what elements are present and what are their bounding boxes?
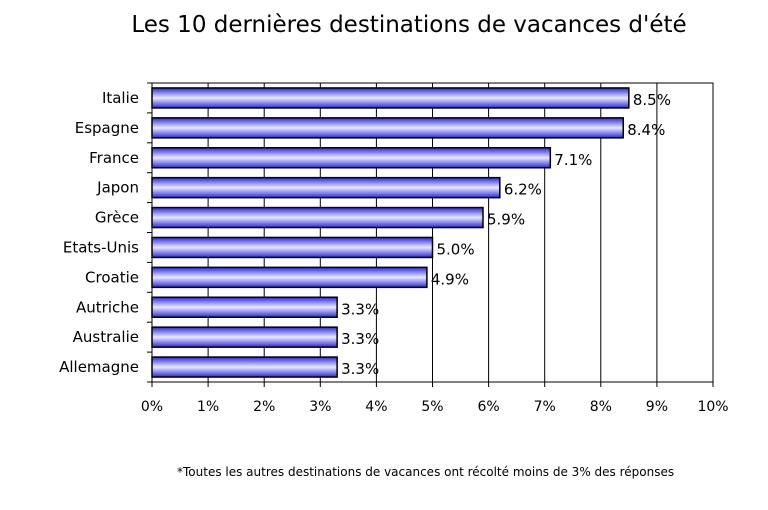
data-label: 6.2% [504,181,542,199]
category-label: Australie [73,328,139,346]
data-label: 8.5% [633,91,671,109]
data-label: 3.3% [341,300,379,318]
bar [151,326,338,348]
bar [151,356,338,378]
category-label: Autriche [76,298,139,316]
bar [151,236,434,259]
data-label: 5.0% [437,240,475,258]
x-tick-label: 4% [365,399,387,415]
x-tick-label: 9% [646,399,668,415]
data-label: 7.1% [554,151,592,169]
category-label: France [89,149,139,167]
category-label: Etats-Unis [63,238,139,256]
bar [151,87,630,109]
bar [151,147,552,169]
x-tick-label: 5% [421,399,443,415]
data-label: 8.4% [627,121,665,139]
category-label: Allemagne [59,358,139,376]
x-tick-label: 2% [253,399,275,415]
data-label: 3.3% [341,330,379,348]
data-label: 5.9% [487,211,525,229]
chart-title: Les 10 dernières destinations de vacance… [131,12,687,38]
x-tick-label: 8% [590,399,612,415]
x-tick-label: 0% [141,399,163,415]
bar [151,206,484,229]
x-tick-label: 7% [534,399,556,415]
x-tick-label: 6% [477,399,499,415]
x-tick-label: 3% [309,399,331,415]
bar [151,117,624,139]
x-tick-label: 1% [197,399,219,415]
data-label: 4.9% [431,270,469,288]
data-label: 3.3% [341,360,379,378]
category-label: Croatie [85,268,139,286]
bar [151,176,501,199]
category-label: Grèce [95,209,139,227]
x-tick-label: 10% [697,399,728,415]
category-label: Italie [102,89,139,107]
bar [151,296,338,318]
bar [151,266,428,289]
footnote: *Toutes les autres destinations de vacan… [177,465,675,479]
category-label: Japon [96,179,139,197]
category-label: Espagne [75,119,139,137]
